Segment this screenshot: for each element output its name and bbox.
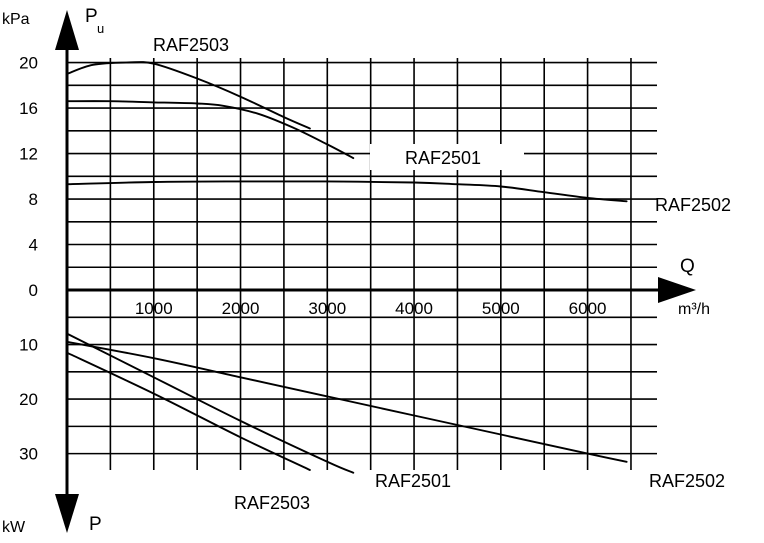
x-tick-label: 2000 bbox=[222, 299, 260, 318]
upper-axis-symbol-subscript: u bbox=[97, 21, 104, 36]
power-curve-raf2502 bbox=[66, 340, 628, 463]
lower-axis-unit: kW bbox=[2, 519, 26, 536]
upper-axis-arrow bbox=[55, 10, 79, 50]
upper-axis-symbol: P bbox=[85, 6, 98, 27]
label-raf2501-pressure: RAF2501 bbox=[405, 148, 481, 168]
x-tick-label: 1000 bbox=[135, 299, 173, 318]
label-raf2503-power: RAF2503 bbox=[234, 493, 310, 513]
lower-tick-label: 20 bbox=[19, 390, 38, 409]
tick-labels: 0 4 8 12 16 20 10 20 30 1000 2000 3000 4000 5000 6000 bbox=[19, 54, 606, 464]
label-raf2501-power: RAF2501 bbox=[375, 471, 451, 491]
pressure-curve-raf2501 bbox=[66, 100, 355, 160]
upper-tick-label: 0 bbox=[29, 281, 38, 300]
x-tick-label: 4000 bbox=[395, 299, 433, 318]
x-tick-label: 3000 bbox=[308, 299, 346, 318]
upper-axis-unit: kPa bbox=[2, 11, 30, 28]
power-curve-raf2501 bbox=[66, 332, 355, 474]
upper-tick-label: 20 bbox=[19, 54, 38, 73]
label-raf2501-pressure-backdrop bbox=[370, 144, 524, 170]
label-raf2502-pressure: RAF2502 bbox=[655, 195, 731, 215]
lower-tick-label: 30 bbox=[19, 445, 38, 464]
upper-tick-label: 16 bbox=[19, 99, 38, 118]
chart-grid bbox=[67, 58, 657, 470]
lower-tick-label: 10 bbox=[19, 336, 38, 355]
lower-axis-symbol: P bbox=[89, 514, 102, 535]
x-tick-label: 6000 bbox=[569, 299, 607, 318]
upper-tick-label: 8 bbox=[29, 190, 38, 209]
chart-axes bbox=[55, 10, 696, 533]
x-axis-label: Q bbox=[680, 256, 695, 277]
power-curve-raf2503 bbox=[66, 351, 311, 471]
upper-tick-label: 12 bbox=[19, 145, 38, 164]
label-raf2503-pressure: RAF2503 bbox=[153, 35, 229, 55]
lower-axis-arrow bbox=[55, 494, 79, 533]
x-axis-unit: m³/h bbox=[678, 301, 710, 318]
label-raf2502-power: RAF2502 bbox=[649, 471, 725, 491]
upper-tick-label: 4 bbox=[29, 236, 38, 255]
x-tick-label: 5000 bbox=[482, 299, 520, 318]
pressure-curve-raf2503 bbox=[66, 61, 311, 130]
x-axis-arrow bbox=[658, 277, 696, 303]
chart-curves bbox=[66, 61, 628, 474]
pressure-curve-raf2502 bbox=[66, 180, 628, 203]
